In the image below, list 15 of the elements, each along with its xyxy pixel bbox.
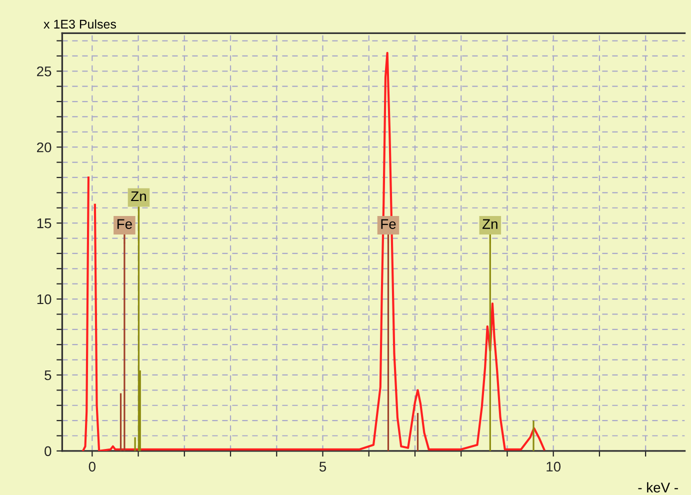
annotation: Fe bbox=[381, 219, 396, 229]
y-tick-label: 20 bbox=[37, 142, 52, 152]
x-tick-label: 5 bbox=[319, 462, 326, 472]
x-tick-label: 10 bbox=[546, 462, 561, 472]
y-tick-label: 15 bbox=[37, 218, 52, 228]
y-axis-title: x 1E3 Pulses bbox=[44, 19, 116, 29]
annotation: Fe bbox=[117, 219, 132, 229]
y-tick-label: 0 bbox=[44, 446, 52, 456]
x-tick-label: 0 bbox=[88, 462, 96, 472]
y-tick-label: 5 bbox=[44, 370, 52, 380]
annotation: Zn bbox=[131, 191, 146, 202]
x-axis-title: - keV - bbox=[638, 482, 678, 492]
annotation: Zn bbox=[482, 219, 498, 229]
y-tick-label: 10 bbox=[37, 294, 52, 304]
y-tick-label: 25 bbox=[37, 66, 52, 76]
